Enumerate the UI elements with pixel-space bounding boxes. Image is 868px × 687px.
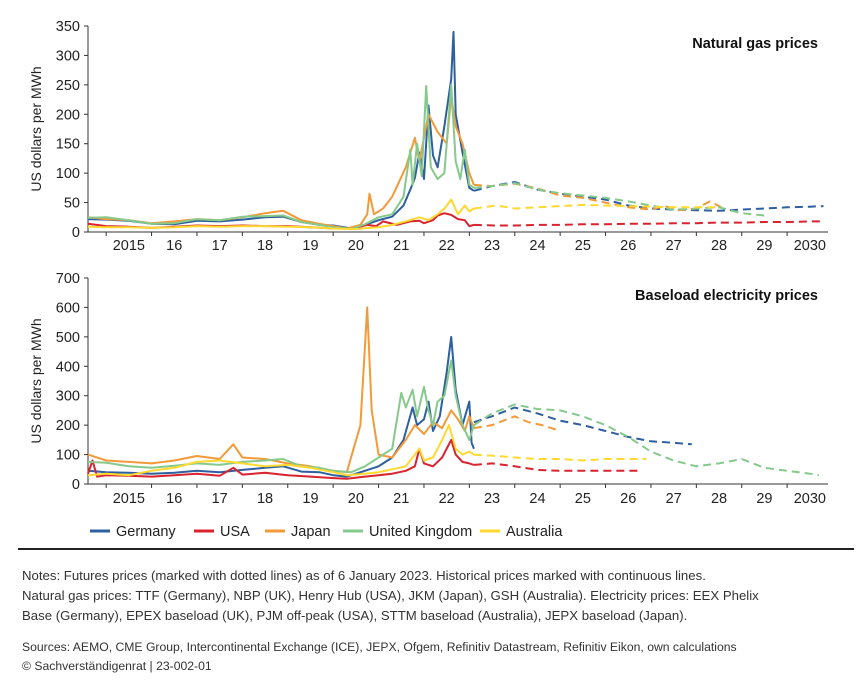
- x-tick-label: 16: [166, 491, 182, 507]
- series-australia-futures: [473, 453, 647, 462]
- y-tick-label: 250: [56, 78, 80, 94]
- x-tick-label: 19: [302, 238, 318, 254]
- x-tick-label: 28: [711, 238, 727, 254]
- series-united-kingdom-futures: [473, 182, 765, 217]
- y-tick-label: 600: [56, 300, 80, 316]
- y-axis-label: US dollars per MWh: [28, 318, 44, 443]
- x-tick-label: 24: [529, 491, 545, 507]
- x-tick-label: 2015: [113, 491, 145, 507]
- x-tick-label: 17: [212, 491, 228, 507]
- x-tick-label: 20: [348, 238, 364, 254]
- y-tick-label: 200: [56, 418, 80, 434]
- y-axis-label: US dollars per MWh: [28, 66, 44, 191]
- y-tick-label: 500: [56, 330, 80, 346]
- chart-title: Natural gas prices: [692, 36, 818, 52]
- x-tick-label: 17: [212, 238, 228, 254]
- legend-label-united-kingdom: United Kingdom: [369, 524, 472, 540]
- x-tick-label: 27: [666, 238, 682, 254]
- series-united-kingdom-historical: [87, 359, 475, 474]
- x-tick-label: 25: [575, 491, 591, 507]
- x-tick-label: 22: [439, 491, 455, 507]
- series-united-kingdom-futures: [473, 403, 820, 477]
- y-tick-label: 0: [72, 225, 80, 241]
- series-usa-futures: [473, 462, 642, 472]
- x-tick-label: 18: [257, 491, 273, 507]
- notes-line-1: Notes: Futures prices (marked with dotte…: [22, 568, 706, 583]
- x-tick-label: 29: [756, 238, 772, 254]
- sources-line-1: Sources: AEMO, CME Group, Intercontinent…: [22, 640, 737, 654]
- divider-rule: [18, 548, 854, 550]
- series-usa-historical: [87, 438, 475, 480]
- legend-label-australia: Australia: [506, 524, 563, 540]
- y-tick-label: 700: [56, 271, 80, 287]
- x-tick-label: 21: [393, 238, 409, 254]
- sources-line-2: © Sachverständigenrat | 23-002-01: [22, 659, 212, 673]
- series-australia-historical: [87, 198, 475, 231]
- series-australia-futures: [473, 203, 719, 210]
- series-japan-futures: [473, 182, 725, 212]
- x-tick-label: 2015: [113, 238, 145, 254]
- y-tick-label: 200: [56, 107, 80, 123]
- y-tick-label: 50: [64, 196, 80, 212]
- x-tick-label: 21: [393, 491, 409, 507]
- series-australia-historical: [87, 424, 475, 477]
- notes-line-3: Base (Germany), EPEX baseload (UK), PJM …: [22, 608, 688, 623]
- x-tick-label: 28: [711, 491, 727, 507]
- y-tick-label: 300: [56, 48, 80, 64]
- series-germany-futures: [473, 406, 692, 446]
- series-germany-historical: [87, 335, 475, 478]
- chart-panel-1: 0 50 100 150 200 250 300 350 2015 16 17 18 19 20 21 22 2…: [28, 19, 828, 254]
- series-japan-futures: [473, 415, 561, 432]
- series-germany-historical: [87, 30, 475, 230]
- x-tick-label: 19: [302, 491, 318, 507]
- series-united-kingdom-historical: [87, 83, 475, 231]
- chart-title: Baseload electricity prices: [635, 288, 818, 304]
- x-tick-label: 26: [620, 238, 636, 254]
- y-tick-label: 0: [72, 477, 80, 493]
- x-tick-label: 16: [166, 238, 182, 254]
- notes-line-2: Natural gas prices: TTF (Germany), NBP (…: [22, 588, 759, 603]
- x-tick-label: 27: [666, 491, 682, 507]
- y-tick-label: 400: [56, 359, 80, 375]
- legend-label-japan: Japan: [291, 524, 331, 540]
- y-tick-label: 100: [56, 448, 80, 464]
- x-tick-label: 23: [484, 238, 500, 254]
- x-tick-label: 26: [620, 491, 636, 507]
- y-tick-label: 150: [56, 137, 80, 153]
- y-tick-label: 300: [56, 389, 80, 405]
- x-tick-label: 25: [575, 238, 591, 254]
- x-tick-label: 22: [439, 238, 455, 254]
- chart-panel-2: 0 100 200 300 400 500 600 700 2015 16 17 18 19 20 21 22…: [28, 271, 828, 507]
- x-tick-label: 2030: [794, 491, 826, 507]
- y-tick-label: 100: [56, 166, 80, 182]
- x-tick-label: 24: [529, 238, 545, 254]
- series-usa-futures: [473, 220, 824, 227]
- legend: Germany USA Japan United Kingdom Australia: [90, 524, 563, 540]
- x-tick-label: 29: [756, 491, 772, 507]
- notes: Notes: Futures prices (marked with dotte…: [22, 566, 852, 626]
- x-tick-label: 23: [484, 491, 500, 507]
- legend-label-germany: Germany: [116, 524, 176, 540]
- y-tick-label: 350: [56, 19, 80, 35]
- sources: Sources: AEMO, CME Group, Intercontinent…: [22, 638, 852, 676]
- series-japan-historical: [87, 306, 475, 474]
- x-tick-label: 18: [257, 238, 273, 254]
- x-tick-label: 20: [348, 491, 364, 507]
- legend-label-usa: USA: [220, 524, 250, 540]
- x-tick-label: 2030: [794, 238, 826, 254]
